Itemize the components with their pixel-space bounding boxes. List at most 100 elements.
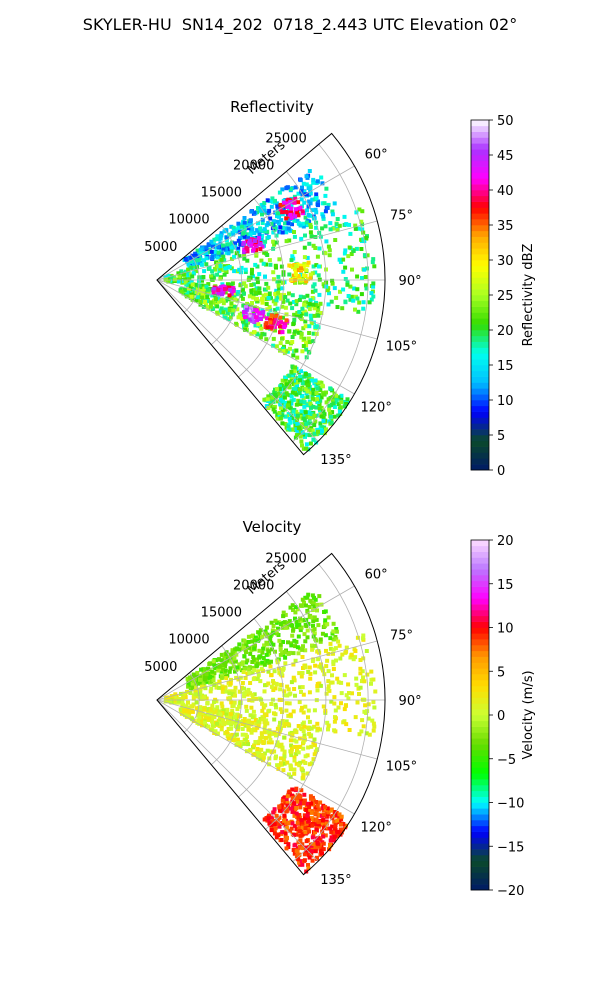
echo-cell <box>311 177 316 182</box>
echo-cell <box>195 292 200 297</box>
echo-cell <box>198 250 203 255</box>
echo-cell <box>318 234 323 239</box>
echo-cell <box>302 733 307 738</box>
echo-cell <box>313 378 318 383</box>
echo-cell <box>186 282 191 287</box>
echo-cell <box>209 274 213 279</box>
echo-cell <box>302 374 307 379</box>
echo-cell <box>329 420 334 425</box>
echo-cell <box>300 820 305 825</box>
echo-cell <box>292 801 296 806</box>
echo-cell <box>330 673 334 678</box>
echo-cell <box>183 257 188 261</box>
colorbar-swatch <box>471 452 489 459</box>
echo-core-cell <box>258 316 263 321</box>
echo-cell <box>292 317 297 322</box>
echo-cell <box>255 661 260 666</box>
echo-cell <box>251 752 256 757</box>
echo-cell <box>193 694 198 699</box>
echo-cell <box>205 304 210 309</box>
echo-cell <box>279 761 283 766</box>
colorbar-swatch <box>471 423 489 430</box>
echo-cell <box>235 665 240 670</box>
grid-spoke <box>156 640 378 701</box>
echo-cell <box>342 251 347 256</box>
colorbar-swatch <box>471 849 489 856</box>
echo-cell <box>302 302 307 307</box>
echo-cell <box>293 435 298 440</box>
echo-cell <box>213 266 217 271</box>
echo-cell <box>244 704 249 709</box>
echo-cell <box>344 693 349 698</box>
echo-cell <box>247 294 252 299</box>
echo-cell <box>208 674 213 679</box>
echo-cell <box>242 256 247 261</box>
echo-cell <box>320 851 324 856</box>
echo-cell <box>261 758 266 763</box>
colorbar-tick-label: −5 <box>497 753 516 768</box>
echo-core-cell <box>248 314 253 319</box>
echo-cell <box>273 649 277 654</box>
echo-cell <box>262 205 267 210</box>
echo-cell <box>216 668 221 673</box>
echo-cell <box>314 324 319 329</box>
echo-cell <box>216 296 221 301</box>
echo-core-cell <box>247 241 251 246</box>
echo-cell <box>206 712 211 717</box>
echo-core-cell <box>227 285 232 290</box>
echo-cell <box>263 703 268 708</box>
echo-cell <box>303 387 308 392</box>
echo-cell <box>366 716 371 721</box>
echo-cell <box>364 649 369 653</box>
echo-cell <box>250 715 255 720</box>
colorbar-tick-label: 40 <box>497 184 514 199</box>
echo-cell <box>270 196 275 201</box>
echo-cell <box>260 668 265 673</box>
echo-cell <box>304 603 308 608</box>
echo-cell <box>227 264 232 269</box>
echo-cell <box>335 818 340 823</box>
echo-cell <box>321 841 326 846</box>
colorbar-swatch <box>471 190 489 197</box>
echo-cell <box>295 820 300 825</box>
echo-cell <box>295 645 300 650</box>
echo-cell <box>311 619 316 624</box>
echo-cell <box>250 267 254 272</box>
echo-cell <box>260 650 265 655</box>
echo-cell <box>315 649 320 654</box>
echo-cell <box>337 812 342 817</box>
echo-cell <box>343 704 348 708</box>
echo-cell <box>369 291 374 296</box>
echo-cell <box>361 633 366 638</box>
echo-cell <box>289 641 294 646</box>
echo-cell <box>289 643 294 648</box>
echo-cell <box>251 282 256 287</box>
echo-cell <box>199 667 203 672</box>
echo-cell <box>243 270 248 274</box>
echo-cell <box>179 289 184 294</box>
echo-cell <box>232 735 236 740</box>
echo-cell <box>241 231 246 236</box>
echo-cell <box>292 745 297 749</box>
echo-cell <box>248 681 253 685</box>
echo-cell <box>190 685 195 690</box>
echo-cell <box>258 679 263 684</box>
echo-core-cell <box>274 318 279 323</box>
echo-core-cell <box>247 309 252 314</box>
echo-cell <box>280 830 285 835</box>
echo-cell <box>260 634 264 639</box>
colorbar-swatch <box>471 615 489 622</box>
echo-cell <box>271 681 276 685</box>
colorbar-tick-label: 20 <box>497 324 514 339</box>
echo-cell <box>287 772 291 777</box>
echo-cell <box>200 679 205 684</box>
echo-cell <box>226 317 231 322</box>
echo-cell <box>285 382 289 387</box>
echo-cell <box>345 282 350 287</box>
angle-tick-label: 75° <box>390 208 413 223</box>
echo-cell <box>281 346 285 351</box>
echo-cell <box>288 420 293 425</box>
echo-cell <box>315 747 320 752</box>
echo-cell <box>214 237 219 241</box>
colorbar-swatch <box>471 586 489 593</box>
